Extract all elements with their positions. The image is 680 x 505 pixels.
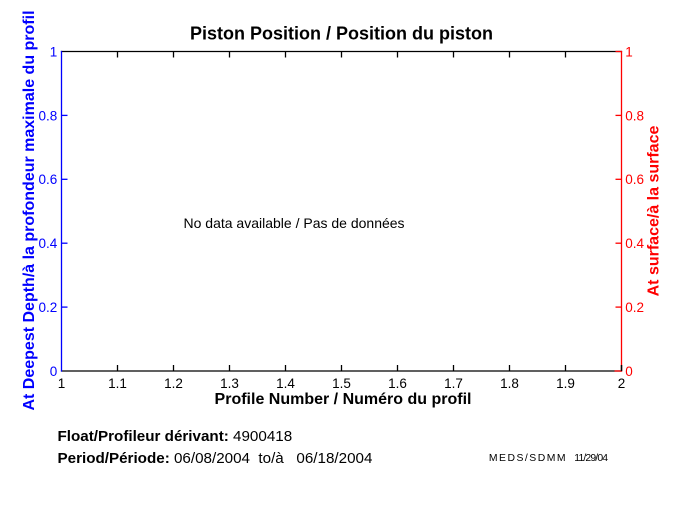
svg-text:Float/Profileur dérivant: 4900: Float/Profileur dérivant: 4900418 bbox=[58, 428, 293, 445]
svg-text:1: 1 bbox=[58, 376, 66, 391]
svg-text:1.5: 1.5 bbox=[332, 376, 351, 391]
svg-text:0.6: 0.6 bbox=[39, 172, 58, 187]
svg-text:0.8: 0.8 bbox=[39, 108, 58, 123]
svg-text:1.3: 1.3 bbox=[220, 376, 239, 391]
svg-text:1.1: 1.1 bbox=[108, 376, 127, 391]
svg-text:11/29/04: 11/29/04 bbox=[574, 453, 608, 464]
svg-text:0.6: 0.6 bbox=[625, 172, 644, 187]
svg-text:At Deepest Depth/à la profonde: At Deepest Depth/à la profondeur maximal… bbox=[21, 10, 38, 410]
svg-text:0.2: 0.2 bbox=[39, 300, 58, 315]
svg-text:1.7: 1.7 bbox=[444, 376, 463, 391]
svg-text:1.2: 1.2 bbox=[164, 376, 183, 391]
svg-text:Piston Position / Position du: Piston Position / Position du piston bbox=[190, 24, 493, 44]
svg-text:0.2: 0.2 bbox=[625, 300, 644, 315]
svg-text:0.4: 0.4 bbox=[625, 236, 644, 251]
svg-text:No data available / Pas de don: No data available / Pas de données bbox=[184, 215, 405, 231]
svg-text:1.6: 1.6 bbox=[388, 376, 407, 391]
svg-text:1.9: 1.9 bbox=[556, 376, 575, 391]
svg-text:Period/Période: 06/08/2004 to: Period/Période: 06/08/2004 to/à 06/18/20… bbox=[58, 450, 373, 467]
svg-text:1.4: 1.4 bbox=[276, 376, 295, 391]
svg-text:At surface/à la surface: At surface/à la surface bbox=[646, 126, 663, 297]
svg-text:1.8: 1.8 bbox=[500, 376, 519, 391]
svg-text:0.8: 0.8 bbox=[625, 108, 644, 123]
svg-text:0: 0 bbox=[50, 364, 58, 379]
svg-text:0: 0 bbox=[625, 364, 633, 379]
svg-text:1: 1 bbox=[625, 44, 633, 59]
svg-text:Profile Number / Numéro du pro: Profile Number / Numéro du profil bbox=[215, 391, 472, 408]
svg-text:2: 2 bbox=[618, 376, 626, 391]
svg-text:1: 1 bbox=[50, 44, 58, 59]
svg-text:MEDS/SDMM: MEDS/SDMM bbox=[489, 453, 567, 464]
svg-text:0.4: 0.4 bbox=[39, 236, 58, 251]
